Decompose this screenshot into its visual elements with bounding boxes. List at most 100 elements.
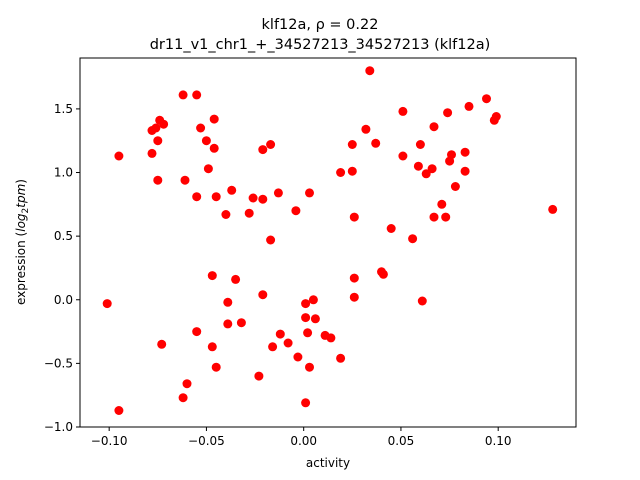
data-point: [482, 94, 491, 104]
x-tick-label: −0.05: [188, 434, 225, 448]
data-point: [303, 328, 313, 338]
data-point: [254, 371, 264, 381]
x-tick-label: 0.10: [485, 434, 512, 448]
data-point: [413, 161, 423, 171]
data-point: [209, 114, 219, 124]
data-point: [301, 299, 311, 309]
data-point: [437, 199, 447, 209]
data-point: [211, 362, 221, 372]
data-point: [421, 169, 431, 179]
data-point: [293, 352, 303, 362]
data-point: [441, 212, 451, 222]
data-point: [371, 138, 381, 148]
data-point: [192, 192, 202, 202]
data-point: [178, 90, 188, 100]
y-axis-label: expression (log2tpm): [14, 179, 31, 305]
y-tick-label: 1.0: [54, 166, 73, 180]
data-point: [221, 210, 231, 219]
data-point: [378, 269, 388, 279]
data-point: [273, 188, 283, 198]
data-point: [147, 148, 157, 158]
data-point: [326, 333, 336, 343]
data-point: [178, 393, 188, 403]
data-point: [248, 193, 258, 203]
y-axis-ticks: −1.0 −0.5 0.0 0.5 1.0 1.5: [44, 102, 80, 434]
data-point: [548, 204, 558, 214]
data-point: [244, 208, 254, 218]
data-point: [201, 136, 211, 146]
data-point: [258, 145, 268, 155]
data-point: [365, 66, 375, 76]
data-point: [464, 101, 474, 111]
data-point: [429, 212, 439, 222]
data-point: [153, 175, 163, 185]
data-point: [349, 212, 359, 222]
data-point: [266, 140, 276, 149]
data-point: [258, 194, 268, 204]
data-point: [153, 136, 163, 146]
y-tick-label: 0.5: [54, 229, 73, 243]
data-point: [450, 182, 460, 191]
data-point: [398, 151, 408, 161]
data-point: [114, 151, 124, 161]
data-point: [207, 271, 217, 281]
x-axis-ticks: −0.10 −0.05 0.00 0.05 0.10: [91, 427, 512, 448]
data-point: [336, 353, 346, 363]
data-point: [349, 273, 359, 283]
data-point: [305, 362, 314, 372]
data-point: [347, 140, 357, 149]
data-point: [349, 292, 359, 302]
data-point: [347, 166, 357, 176]
y-tick-label: −0.5: [44, 356, 73, 370]
data-point: [102, 299, 112, 309]
data-point: [386, 224, 396, 233]
data-point: [180, 175, 190, 185]
data-point: [283, 338, 293, 348]
data-point: [305, 188, 314, 198]
data-point: [209, 143, 219, 153]
data-point: [151, 123, 161, 133]
data-point: [203, 164, 213, 174]
data-point: [236, 318, 246, 328]
data-point: [275, 329, 285, 339]
data-point: [192, 327, 202, 337]
data-point: [417, 296, 427, 306]
y-tick-label: −1.0: [44, 420, 73, 434]
data-point: [114, 406, 124, 415]
y-tick-label: 0.0: [54, 293, 73, 307]
data-point: [207, 342, 217, 352]
data-point: [211, 192, 221, 202]
data-point: [223, 319, 233, 329]
data-point: [398, 106, 408, 116]
data-point: [427, 164, 437, 174]
x-axis-label: activity: [306, 456, 350, 470]
data-point: [227, 185, 237, 195]
chart-title-line1: klf12a, ρ = 0.22: [262, 17, 379, 33]
data-point: [310, 314, 320, 324]
data-point: [491, 112, 501, 121]
data-point: [196, 123, 206, 133]
plot-frame: [79, 57, 577, 428]
x-tick-label: 0.00: [290, 434, 317, 448]
chart-title-line2: dr11_v1_chr1_+_34527213_34527213 (klf12a…: [150, 37, 491, 53]
data-point: [429, 122, 439, 132]
data-point: [460, 166, 470, 176]
data-point: [258, 290, 268, 300]
data-point: [301, 398, 311, 408]
data-point: [443, 108, 453, 118]
y-tick-label: 1.5: [54, 102, 73, 116]
data-point: [192, 90, 202, 100]
data-point: [336, 168, 346, 177]
data-point: [447, 150, 456, 160]
data-point: [159, 119, 169, 129]
data-points: [102, 66, 558, 415]
data-point: [231, 274, 241, 284]
data-point: [268, 342, 278, 352]
data-point: [266, 235, 276, 245]
data-point: [182, 379, 192, 389]
data-point: [415, 140, 425, 149]
data-point: [301, 313, 311, 323]
x-tick-label: −0.10: [91, 434, 128, 448]
data-point: [408, 234, 418, 244]
